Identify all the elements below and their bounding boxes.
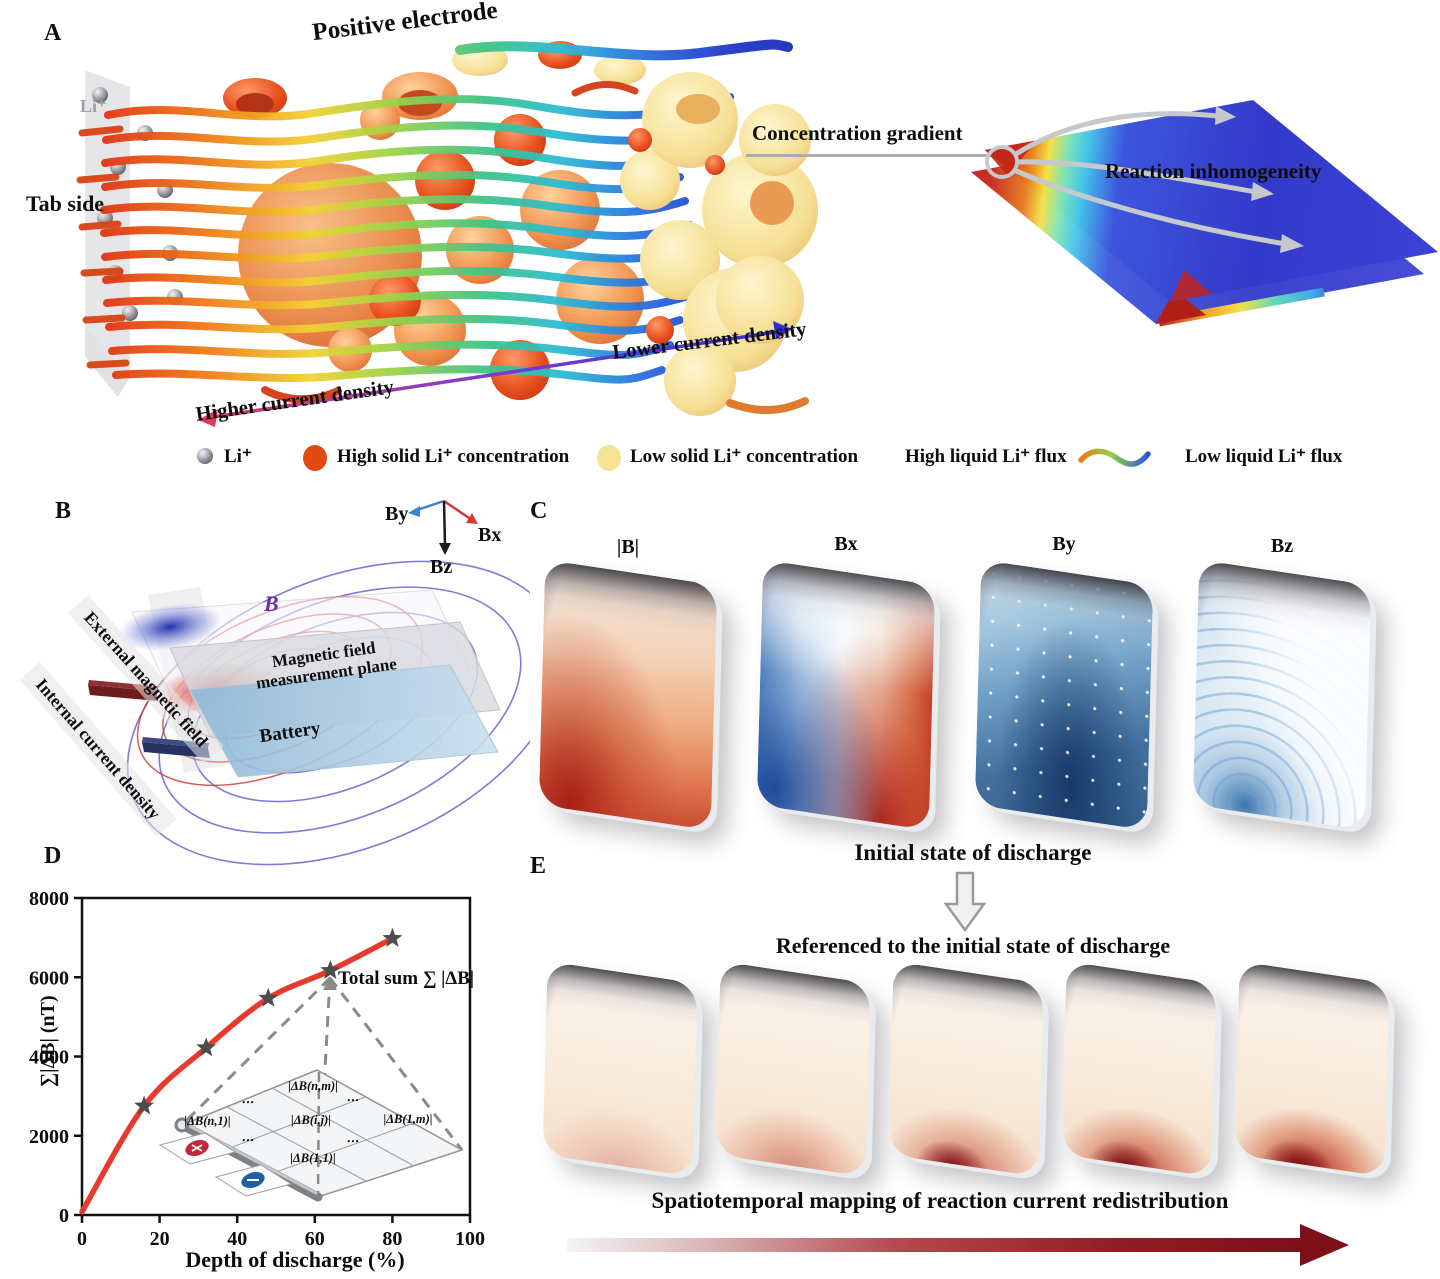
total-sum-annotation: Total sum ∑ |ΔB|	[338, 968, 475, 989]
delta-map-5	[1234, 961, 1390, 1177]
data-point-star	[196, 1037, 217, 1057]
referenced-caption: Referenced to the initial state of disch…	[775, 933, 1171, 958]
svg-text:0: 0	[59, 1205, 69, 1227]
data-point-star	[320, 960, 341, 979]
inset-cell-n1: |ΔB(n,1)|	[184, 1114, 231, 1128]
svg-text:80: 80	[382, 1228, 402, 1250]
dod-chart: 0 20 40 60 80 100 0 2000 4000 6000 8000	[29, 888, 485, 1250]
electrode-3d-render	[76, 39, 818, 427]
inset-guide-vertical	[316, 1071, 321, 1198]
plane-red-corner-3	[1170, 270, 1212, 302]
tab-side-label: Tab side	[26, 191, 105, 216]
svg-text:40: 40	[227, 1228, 247, 1250]
data-point-star	[258, 987, 279, 1007]
li-sphere-icon	[197, 448, 213, 464]
panel-d-letter: D	[44, 843, 62, 869]
spatiotemporal-caption: Spatiotemporal mapping of reaction curre…	[651, 1188, 1229, 1213]
x-axis-label: Depth of discharge (%)	[185, 1247, 405, 1272]
inset-dots-4: ⋯	[345, 1134, 359, 1148]
inset-cell-nm: |ΔB(n,m)|	[288, 1079, 338, 1093]
svg-text:20: 20	[150, 1228, 170, 1250]
map-label-babs: |B|	[616, 536, 640, 558]
reaction-inhomogeneity-label: Reaction inhomogeneity	[1105, 159, 1322, 183]
high-solid-dot-icon	[303, 445, 327, 471]
down-arrow-icon	[943, 871, 987, 933]
data-point-star	[134, 1095, 155, 1115]
b-axes	[408, 499, 478, 555]
plane-red-corner-1	[1156, 290, 1206, 324]
delta-map-2	[715, 961, 871, 1177]
delta-map-1	[542, 961, 698, 1177]
svg-text:2000: 2000	[29, 1126, 69, 1148]
svg-text:6000: 6000	[29, 967, 69, 989]
panel-b-letter: B	[55, 498, 72, 524]
map-label-bz: Bz	[1270, 535, 1294, 557]
svg-text:8000: 8000	[29, 888, 69, 910]
delta-map-4	[1061, 961, 1217, 1177]
svg-text:60: 60	[305, 1228, 325, 1250]
battery-grid-inset	[158, 1069, 464, 1202]
field-map-babs	[538, 559, 718, 831]
inset-cell-1m: |ΔB(1,m)|	[383, 1112, 433, 1126]
inset-grid-lines	[226, 1087, 415, 1182]
map-label-bx: Bx	[834, 533, 858, 555]
map-label-by: By	[1052, 533, 1076, 555]
reaction-planes-render	[971, 100, 1438, 327]
field-map-by	[974, 559, 1154, 831]
inset-guide-lines	[180, 976, 464, 1198]
field-map-bz	[1192, 559, 1372, 831]
connector-line	[746, 154, 1002, 157]
axis-bx-label: Bx	[478, 524, 502, 546]
flux-line-icon	[1078, 448, 1151, 467]
axis-by-label: By	[385, 503, 409, 525]
battery-plane	[189, 664, 499, 778]
low-solid-dot-icon	[597, 445, 621, 471]
current-density-arrow	[198, 321, 792, 427]
delta-map-3	[888, 961, 1044, 1177]
li-ion-label: Li⁺	[80, 96, 107, 116]
time-gradient-arrow	[567, 1224, 1349, 1266]
legend-high-solid-label: High solid Li⁺ concentration	[337, 446, 570, 467]
inset-dots-1: ⋯	[240, 1095, 254, 1109]
svg-text:100: 100	[455, 1228, 485, 1250]
field-map-bx	[756, 559, 936, 831]
inset-cell-11: |ΔB(1,1)|	[290, 1151, 336, 1165]
initial-state-caption: Initial state of discharge	[854, 840, 1092, 865]
inset-cell-ij: |ΔB(i,j)|	[290, 1113, 332, 1127]
panel-a-letter: A	[44, 20, 62, 46]
data-point-star	[382, 927, 403, 947]
legend-li-label: Li⁺	[224, 446, 252, 467]
flux-streamlines	[76, 39, 793, 384]
reaction-plane-top	[985, 100, 1438, 302]
panel-c-letter: C	[530, 498, 548, 524]
inset-dots-3: ⋯	[240, 1133, 254, 1147]
legend-low-flux-label: Low liquid Li⁺ flux	[1185, 446, 1343, 467]
legend-low-solid-label: Low solid Li⁺ concentration	[630, 446, 859, 467]
panel-e-letter: E	[530, 853, 547, 879]
svg-text:4000: 4000	[29, 1047, 69, 1069]
axis-bz-label: Bz	[430, 556, 453, 578]
svg-text:0: 0	[77, 1228, 87, 1250]
b-field-blue-patch	[118, 603, 222, 651]
reaction-flow-arrows	[985, 106, 1304, 253]
concentration-gradient-label: Concentration gradient	[752, 121, 963, 145]
guide-apex-arrow	[323, 976, 337, 990]
b-vector-label: B⃗	[264, 591, 296, 616]
legend-row: Li⁺ High solid Li⁺ concentration Low sol…	[0, 442, 1440, 476]
legend-high-flux-label: High liquid Li⁺ flux	[905, 446, 1067, 467]
inset-dots-2: ⋯	[345, 1093, 359, 1107]
inset-tabs	[158, 1132, 293, 1197]
